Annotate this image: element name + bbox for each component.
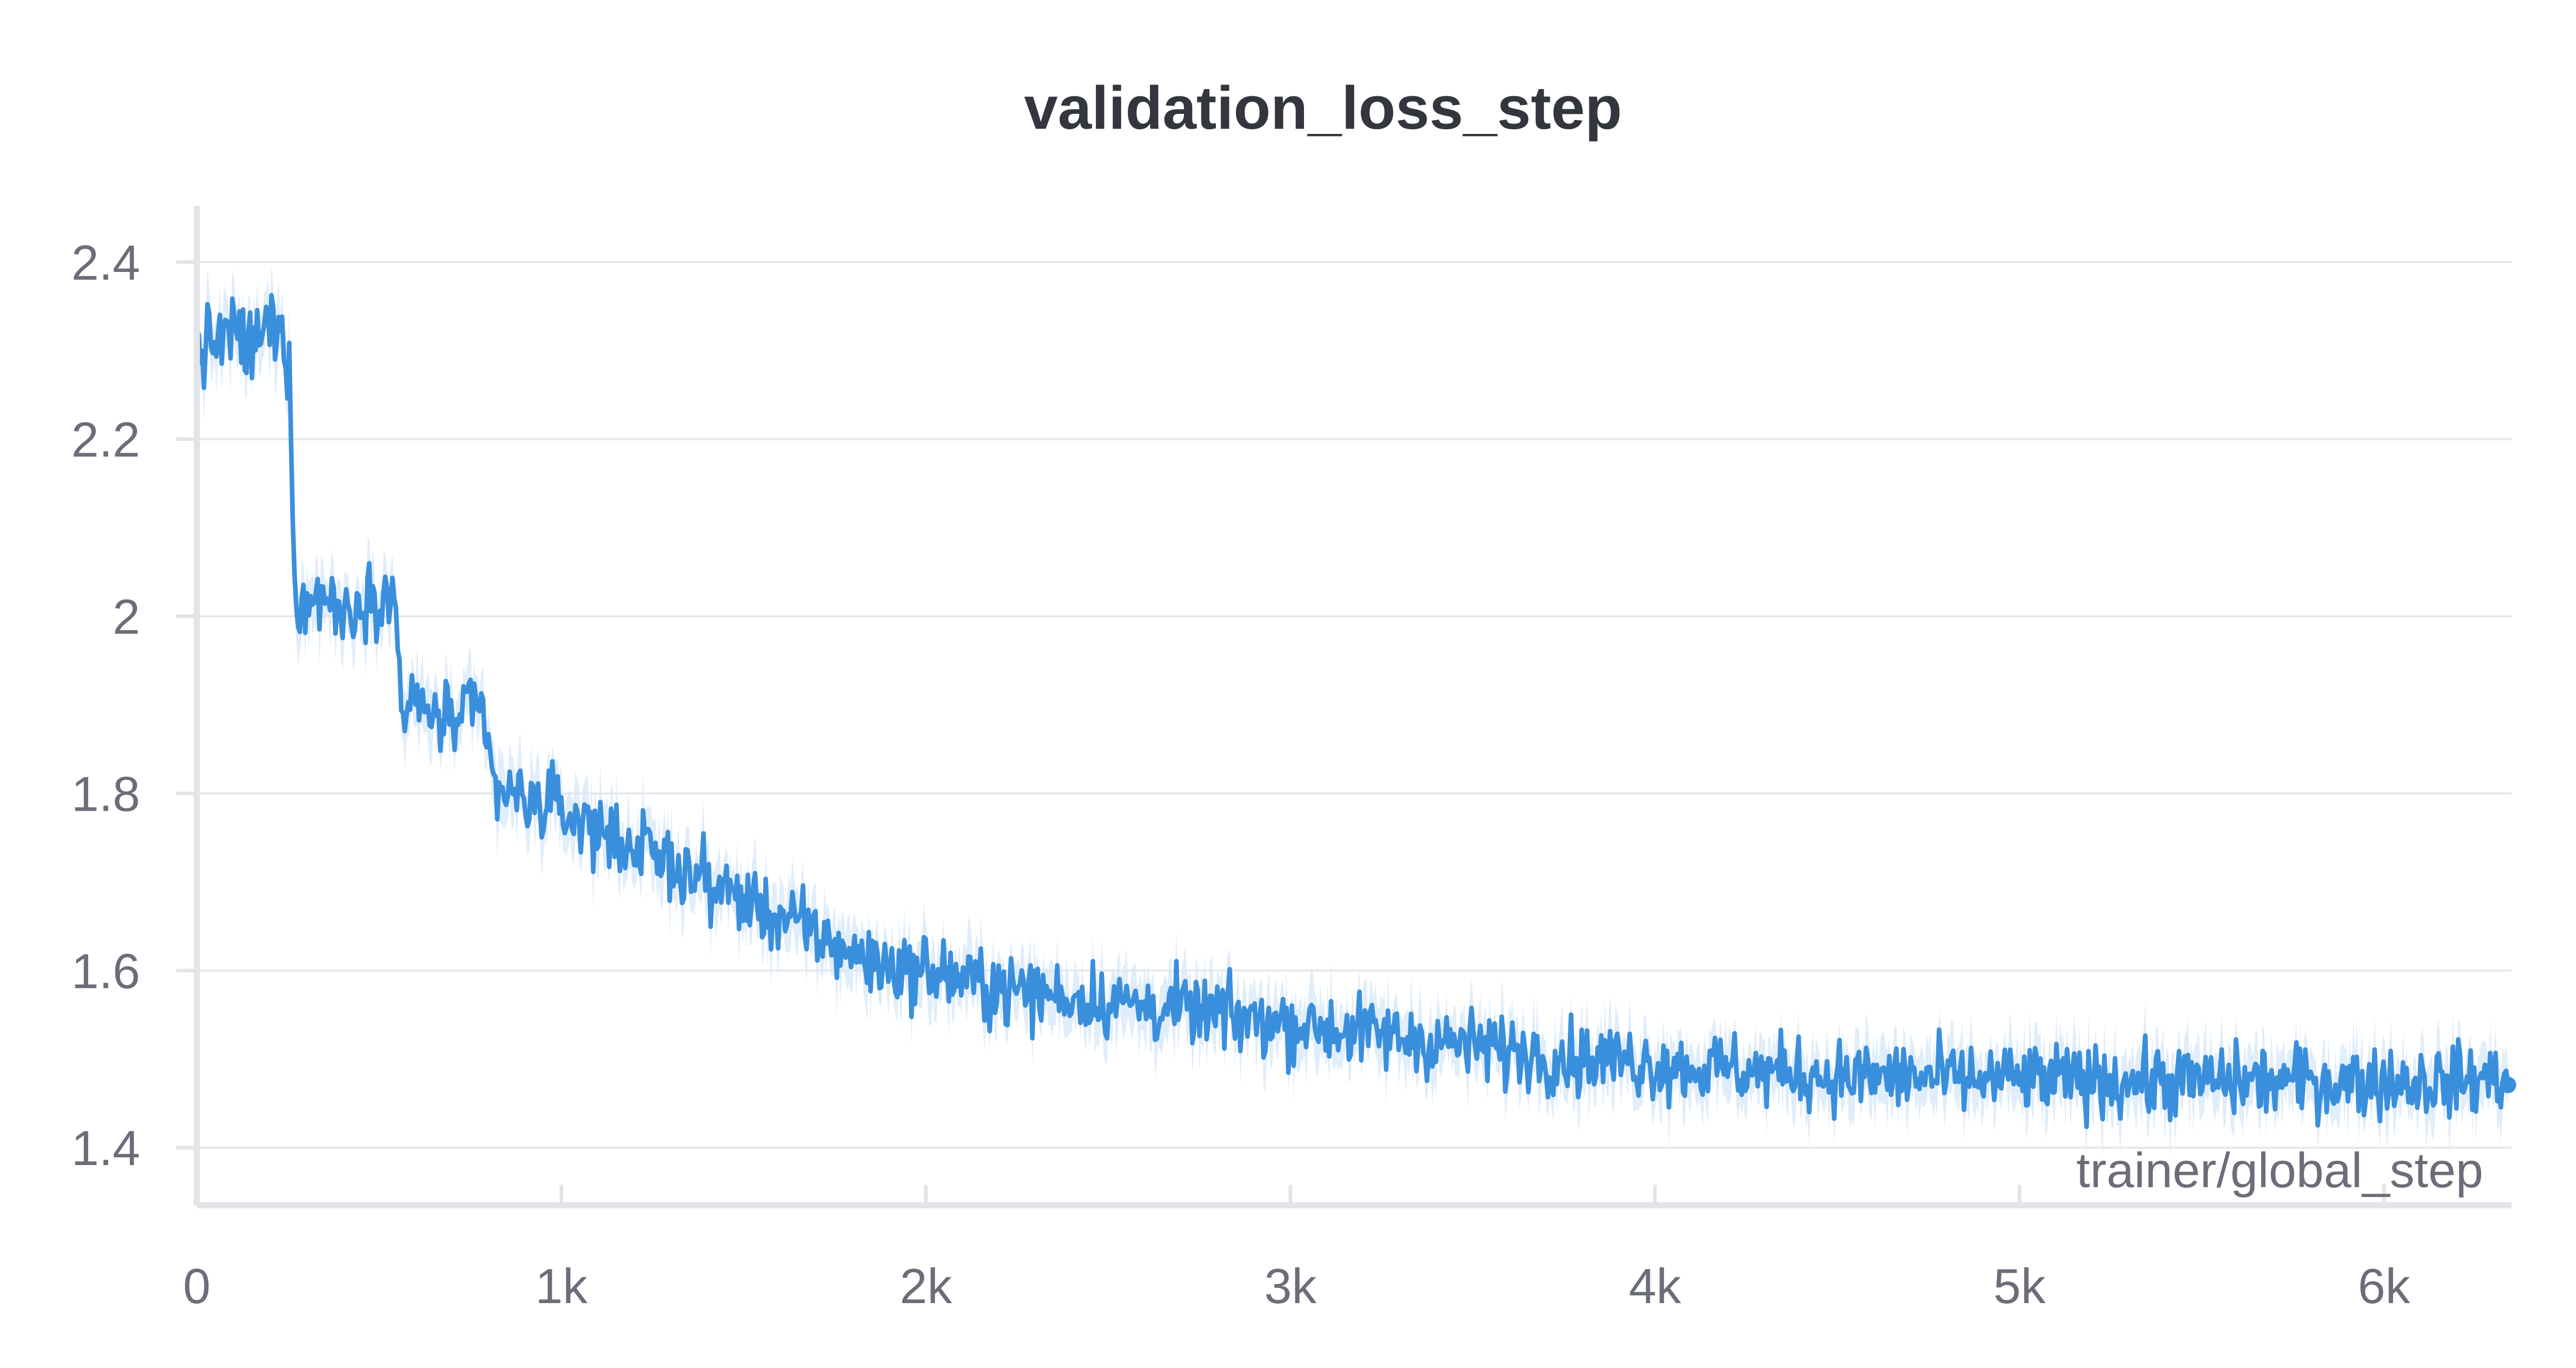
x-tick-label: 5k [1993,1259,2046,1314]
x-tick-label: 0 [183,1259,210,1314]
chart-title: validation_loss_step [1024,74,1622,142]
series-line-group [194,293,2516,1130]
y-tick-label: 2.4 [72,235,140,290]
series-confidence-band [197,265,2508,1160]
y-tick-label: 1.8 [72,766,140,822]
x-axis-ticks: 0 1k 2k 3k 4k 5k 6k [183,1185,2411,1314]
series-line[interactable] [194,293,2511,1130]
x-tick-label: 6k [2358,1259,2411,1314]
series-band [197,265,2508,1160]
y-tick-label: 1.4 [72,1121,140,1176]
x-tick-label: 4k [1629,1259,1682,1314]
y-tick-label: 1.6 [72,944,140,999]
axes [194,206,2512,1208]
y-axis-ticks: 1.4 1.6 1.8 2 2.2 2.4 [72,235,197,1176]
y-tick-label: 2 [113,590,140,645]
y-tick-label: 2.2 [72,413,140,468]
x-tick-label: 2k [900,1259,952,1314]
x-axis-label: trainer/global_step [2076,1143,2483,1198]
series-end-point[interactable] [2499,1076,2516,1093]
x-tick-label: 1k [535,1259,588,1314]
x-tick-label: 3k [1264,1259,1317,1314]
